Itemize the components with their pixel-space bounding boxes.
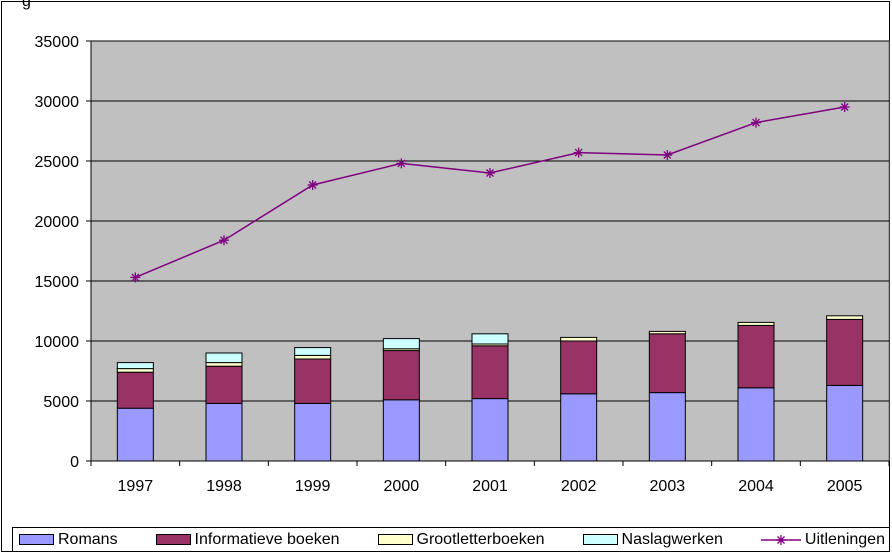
legend-swatch (582, 534, 618, 545)
marker-uitleningen-1997 (130, 272, 141, 283)
bar-grootletterboeken-2005 (826, 315, 864, 320)
y-tick-label: 10000 (35, 334, 80, 351)
bar-informatieve-boeken-2003 (648, 333, 686, 394)
bar-informatieve-boeken-1998 (205, 365, 243, 404)
y-tick-label: 5000 (43, 394, 79, 411)
marker-uitleningen-2005 (839, 102, 850, 112)
bar-informatieve-boeken-2002 (560, 340, 598, 395)
bar-romans-2005 (826, 384, 864, 462)
marker-uitleningen-2004 (751, 117, 761, 128)
bar-informatieve-boeken-2005 (826, 318, 864, 386)
bar-informatieve-boeken-2001 (471, 345, 509, 400)
marker-uitleningen-2000 (396, 158, 407, 169)
y-tick-label: 15000 (35, 274, 80, 291)
y-tick-label: 25000 (35, 154, 80, 171)
bar-romans-1998 (205, 402, 243, 462)
marker-uitleningen-1999 (307, 180, 318, 190)
legend-item-grootletterboeken: Grootletterboeken (377, 530, 545, 549)
bar-romans-2003 (648, 392, 686, 462)
x-tick-label: 1999 (295, 478, 331, 495)
legend-item-romans: Romans (19, 531, 118, 549)
bar-grootletterboeken-1999 (294, 354, 332, 360)
legend-line-marker (760, 534, 801, 545)
legend: Romans Informatieve boeken Grootletterboek… (12, 527, 890, 552)
bar-grootletterboeken-2002 (560, 336, 598, 342)
x-tick-label: 2000 (384, 478, 420, 495)
marker-uitleningen-2002 (573, 147, 584, 158)
marker-uitleningen-2001 (485, 168, 495, 178)
legend-label: Grootletterboeken (416, 530, 545, 548)
bar-informatieve-boeken-2000 (382, 350, 420, 401)
bar-grootletterboeken-2004 (737, 321, 775, 326)
bar-romans-1999 (294, 402, 332, 462)
bar-naslagwerken-2001 (471, 333, 509, 345)
bar-romans-2002 (560, 393, 598, 462)
bar-grootletterboeken-1998 (205, 362, 243, 367)
x-tick-label: 2002 (561, 478, 597, 495)
legend-item-uitleningen: Uitleningen (760, 530, 885, 549)
legend-item-informatieve-boeken: Informatieve boeken (155, 530, 340, 549)
legend-swatch (377, 534, 413, 545)
bar-informatieve-boeken-1997 (116, 371, 154, 409)
bar-naslagwerken-1999 (294, 347, 332, 356)
x-tick-label: 2003 (650, 478, 686, 495)
x-tick-label: 2004 (738, 478, 774, 495)
chart-title-fragment: g (22, 0, 31, 10)
legend-swatch (155, 534, 191, 545)
legend-label: Informatieve boeken (194, 530, 340, 548)
bar-naslagwerken-1997 (116, 362, 154, 370)
bar-romans-2000 (382, 399, 420, 462)
bar-grootletterboeken-2003 (648, 330, 686, 335)
bar-romans-2001 (471, 398, 509, 462)
legend-item-naslagwerken: Naslagwerken (582, 530, 723, 549)
bar-romans-1997 (116, 407, 154, 462)
y-tick-label: 35000 (35, 34, 80, 51)
x-tick-label: 2001 (472, 478, 508, 495)
y-tick-label: 20000 (35, 214, 80, 231)
bar-romans-2004 (737, 387, 775, 462)
y-tick-label: 0 (70, 454, 79, 471)
x-tick-label: 1997 (118, 478, 154, 495)
marker-uitleningen-2003 (662, 150, 673, 160)
bar-grootletterboeken-1997 (116, 368, 154, 373)
x-tick-label: 1998 (206, 478, 242, 495)
y-tick-label: 30000 (35, 94, 80, 111)
legend-swatch (19, 534, 54, 545)
legend-label: Uitleningen (804, 530, 885, 548)
bar-informatieve-boeken-2004 (737, 324, 775, 389)
legend-label: Naslagwerken (621, 530, 723, 548)
bar-naslagwerken-2000 (382, 338, 420, 350)
bar-informatieve-boeken-1999 (294, 358, 332, 404)
bar-naslagwerken-1998 (205, 352, 243, 364)
x-tick-label: 2005 (827, 478, 863, 495)
legend-label: Romans (58, 530, 118, 548)
marker-uitleningen-1998 (219, 235, 229, 246)
